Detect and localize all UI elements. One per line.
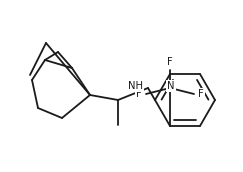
Text: N: N <box>167 81 175 91</box>
Text: F: F <box>198 89 204 99</box>
Text: F: F <box>167 57 173 67</box>
Text: F: F <box>136 89 142 99</box>
Text: NH: NH <box>128 81 143 91</box>
